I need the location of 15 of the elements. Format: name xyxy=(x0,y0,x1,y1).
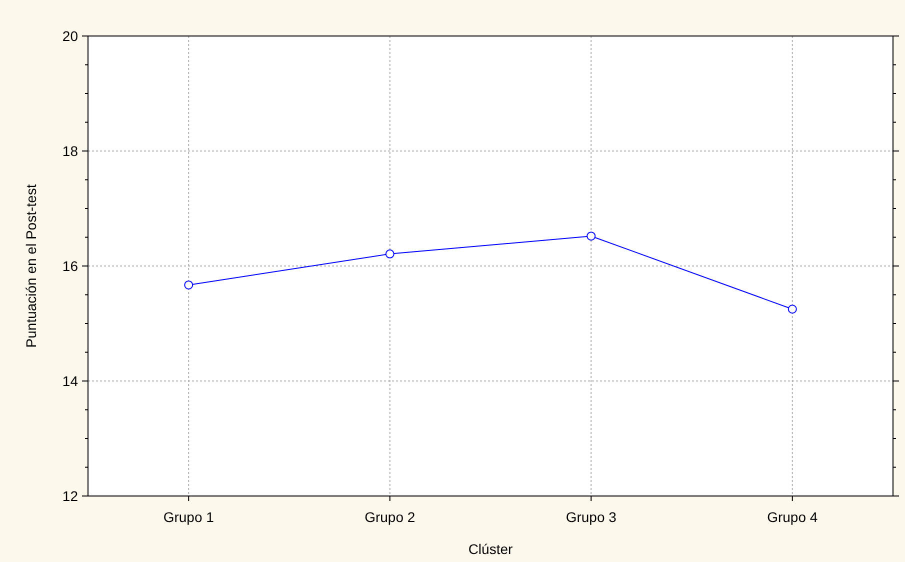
x-tick-label: Grupo 1 xyxy=(163,509,214,525)
point xyxy=(184,280,194,290)
x-axis-title: Clúster xyxy=(468,541,514,557)
point xyxy=(586,232,596,241)
x-tick-label: Grupo 3 xyxy=(566,509,617,525)
y-tick-label: 14 xyxy=(62,372,78,389)
y-tick-label: 20 xyxy=(62,28,78,44)
point xyxy=(385,249,394,258)
x-tick-label: Grupo 2 xyxy=(364,509,416,525)
point xyxy=(788,304,797,314)
y-tick-label: 16 xyxy=(62,258,78,274)
y-tick-label: 18 xyxy=(62,142,78,159)
x-tick-label: Grupo 4 xyxy=(767,509,818,525)
y-tick-label: 12 xyxy=(62,488,78,504)
y-axis-title: Puntuación en el Post-test xyxy=(23,184,39,348)
